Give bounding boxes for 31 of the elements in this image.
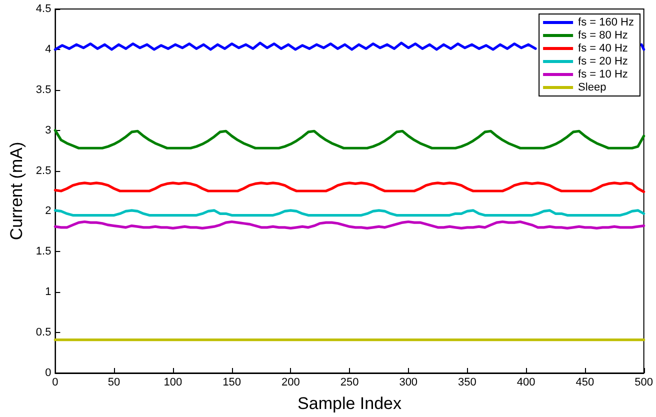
- y-tick-label: 0.5: [36, 326, 52, 339]
- x-tick-label: 200: [281, 376, 300, 388]
- y-tick-label: 4: [45, 43, 52, 56]
- legend-label: fs = 10 Hz: [578, 68, 628, 80]
- x-axis-title: Sample Index: [298, 394, 402, 413]
- x-tick-label: 50: [108, 376, 120, 388]
- y-tick-label: 4.5: [36, 3, 52, 15]
- y-axis-title: Current (mA): [7, 142, 26, 240]
- y-tick-label: 1: [45, 286, 52, 298]
- y-tick-label: 2.5: [36, 164, 52, 177]
- line-series: [54, 220, 646, 230]
- x-tick-label: 100: [164, 376, 182, 388]
- y-tick-label: 3.5: [36, 84, 52, 96]
- legend-label: Sleep: [578, 82, 606, 94]
- y-tick-label: 3: [45, 124, 52, 136]
- legend-label: fs = 40 Hz: [578, 42, 628, 54]
- line-series: [54, 129, 646, 150]
- line-series: [54, 182, 646, 194]
- x-tick-label: 350: [458, 376, 476, 388]
- x-tick-label: 150: [222, 376, 241, 388]
- legend-label: fs = 20 Hz: [578, 56, 628, 68]
- legend-label: fs = 160 Hz: [578, 16, 634, 28]
- x-tick-label: 500: [634, 376, 654, 388]
- y-tick-label: 0: [45, 367, 52, 379]
- legend-label: fs = 80 Hz: [578, 30, 628, 42]
- x-tick-label: 250: [340, 376, 359, 388]
- y-tick-label: 2: [45, 205, 52, 218]
- x-tick-label: 450: [576, 376, 594, 388]
- x-tick-label: 300: [399, 376, 418, 388]
- y-tick-label: 1.5: [36, 246, 52, 258]
- x-tick-label: 400: [516, 376, 536, 388]
